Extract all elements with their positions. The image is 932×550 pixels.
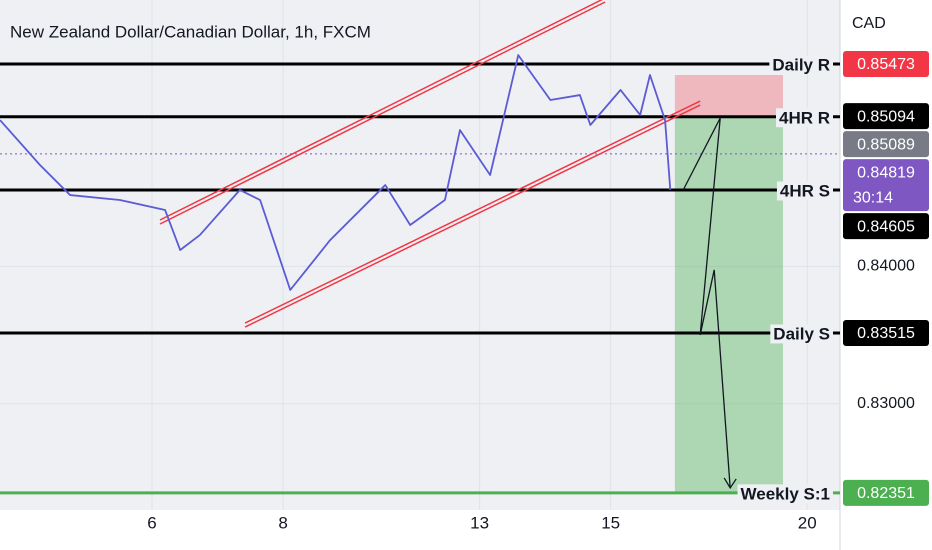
price-label: 0.82351 xyxy=(857,485,915,502)
level-label-bg xyxy=(737,484,833,504)
y-tick-label: 0.83000 xyxy=(857,395,915,412)
level-label-bg xyxy=(776,181,833,201)
time-axis xyxy=(0,510,840,550)
trendline xyxy=(159,1,606,225)
price-label: 0.85089 xyxy=(857,136,915,153)
level-label-bg xyxy=(775,108,833,128)
chart-title: New Zealand Dollar/Canadian Dollar, 1h, … xyxy=(10,22,371,41)
x-tick-label: 13 xyxy=(470,513,489,532)
level-label: 4HR S xyxy=(780,181,830,200)
countdown: 30:14 xyxy=(853,189,893,206)
stop-zone xyxy=(674,75,783,117)
level-label: Daily R xyxy=(772,55,830,74)
price-label-bg xyxy=(843,103,929,130)
price-label-bg xyxy=(843,131,929,158)
price-label: 0.85094 xyxy=(857,108,915,125)
price-label-bg xyxy=(843,159,929,212)
price-label-bg xyxy=(843,51,929,78)
price-label-bg xyxy=(843,213,929,240)
trendline xyxy=(244,104,701,328)
price-axis xyxy=(840,0,932,550)
projection-arrowhead xyxy=(723,477,737,490)
x-tick-label: 15 xyxy=(601,513,620,532)
price-label-bg xyxy=(843,479,929,506)
price-label-bg xyxy=(843,319,929,346)
level-label-bg xyxy=(770,324,833,344)
trendline xyxy=(244,100,701,324)
price-line xyxy=(0,54,672,291)
price-label: 0.85473 xyxy=(857,56,915,73)
currency: CAD xyxy=(852,15,886,32)
y-tick-label: 0.84000 xyxy=(857,258,915,275)
x-tick-label: 6 xyxy=(147,513,156,532)
level-label: 4HR R xyxy=(779,108,830,127)
level-label-bg xyxy=(769,55,833,75)
price-label: 0.83515 xyxy=(857,325,915,342)
projection-path xyxy=(682,117,731,488)
price-label: 0.84605 xyxy=(857,218,915,235)
x-tick-label: 8 xyxy=(278,513,287,532)
level-label: Weekly S:1 xyxy=(741,484,830,503)
plot-background xyxy=(0,0,840,510)
x-tick-label: 20 xyxy=(798,513,817,532)
target-zone xyxy=(674,116,783,493)
trendline xyxy=(159,0,603,221)
level-label: Daily S xyxy=(773,324,830,343)
price-label: 0.84819 xyxy=(857,164,915,181)
